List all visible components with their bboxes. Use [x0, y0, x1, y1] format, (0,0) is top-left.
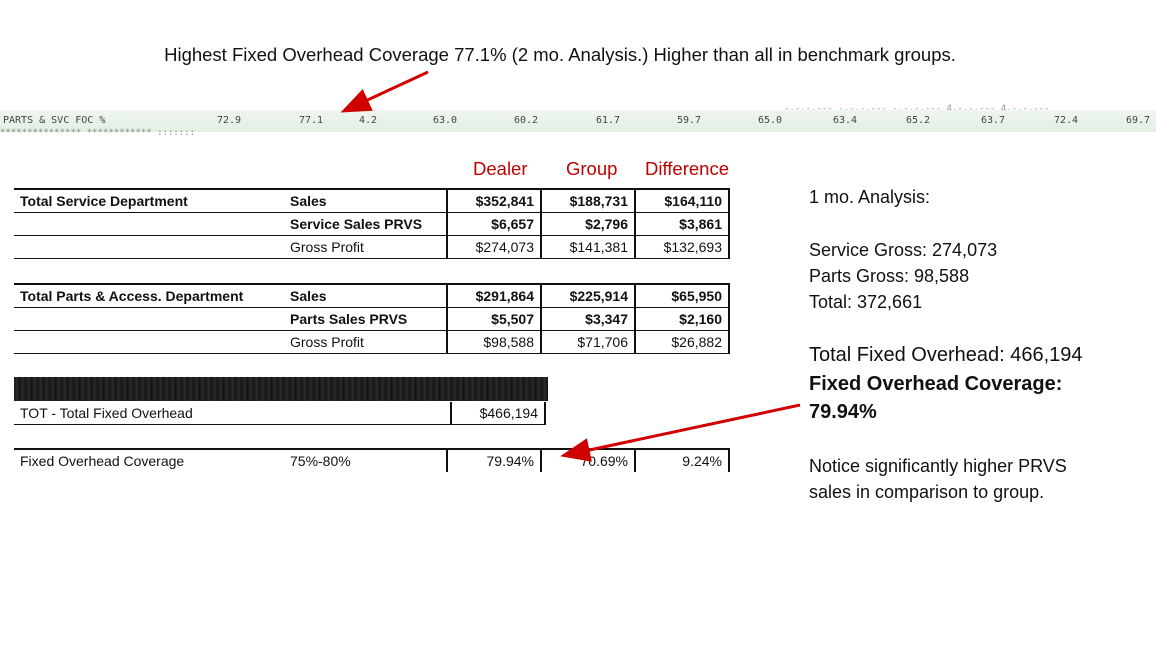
side-notice-line2: sales in comparison to group.	[809, 482, 1045, 502]
group-value: $188,731	[540, 188, 635, 213]
scan-value: 61.7	[596, 115, 621, 126]
scan-value: 60.2	[514, 115, 539, 126]
table-row: Parts Sales PRVS $5,507 $3,347 $2,160	[14, 307, 730, 331]
scan-top-noise: -,-,-,--- -,-,-,--- -,-,-,--- 4,-,-,--- …	[784, 104, 1050, 114]
dealer-value: $98,588	[446, 330, 541, 354]
scan-value: 72.4	[1054, 115, 1079, 126]
row-label: Service Sales PRVS	[284, 212, 447, 236]
row-label: Gross Profit	[284, 235, 447, 259]
row-label: Sales	[284, 188, 447, 213]
arrow-to-scan-value	[340, 70, 429, 113]
coverage-difference-value: 9.24%	[634, 448, 730, 472]
row-label: Sales	[284, 283, 447, 308]
column-difference: Difference	[645, 158, 729, 179]
redacted-bar	[14, 377, 548, 401]
headline: Highest Fixed Overhead Coverage 77.1% (2…	[164, 44, 956, 65]
scan-value: 63.4	[833, 115, 858, 126]
scan-value: 65.0	[758, 115, 783, 126]
coverage-table: Fixed Overhead Coverage 75%-80% 79.94% 7…	[14, 448, 730, 472]
dealer-value: $5,507	[446, 307, 541, 331]
dealer-value: $6,657	[446, 212, 541, 236]
table-row: Fixed Overhead Coverage 75%-80% 79.94% 7…	[14, 448, 730, 472]
group-value: $141,381	[540, 235, 635, 259]
side-coverage-label: Fixed Overhead Coverage:	[809, 373, 1063, 395]
scan-value: 59.7	[677, 115, 702, 126]
overhead-dealer-value: $466,194	[450, 402, 546, 425]
side-service-gross: Service Gross: 274,073	[809, 240, 998, 260]
scan-value: 63.7	[981, 115, 1006, 126]
side-title: 1 mo. Analysis:	[809, 187, 931, 207]
scan-strip: PARTS & SVC FOC % 72.9 77.1 4.2 63.0 60.…	[0, 110, 1156, 132]
scan-value: 72.9	[217, 115, 242, 126]
dealer-value: $352,841	[446, 188, 541, 213]
row-label: Gross Profit	[284, 330, 447, 354]
service-title: Total Service Department	[14, 188, 284, 213]
scan-label: PARTS & SVC FOC %	[3, 115, 106, 126]
overhead-table: TOT - Total Fixed Overhead $466,194	[14, 402, 546, 425]
row-label: Parts Sales PRVS	[284, 307, 447, 331]
difference-value: $2,160	[634, 307, 730, 331]
difference-value: $3,861	[634, 212, 730, 236]
scan-value: 69.7	[1126, 115, 1151, 126]
group-value: $2,796	[540, 212, 635, 236]
table-row: Total Parts & Access. Department Sales $…	[14, 283, 730, 308]
group-value: $225,914	[540, 283, 635, 308]
side-parts-gross: Parts Gross: 98,588	[809, 266, 970, 286]
table-row: Gross Profit $98,588 $71,706 $26,882	[14, 330, 730, 354]
table-row: Service Sales PRVS $6,657 $2,796 $3,861	[14, 212, 730, 236]
difference-value: $164,110	[634, 188, 730, 213]
coverage-dealer-value: 79.94%	[446, 448, 541, 472]
arrow-to-coverage-value	[560, 403, 801, 462]
group-value: $3,347	[540, 307, 635, 331]
column-dealer: Dealer	[473, 158, 528, 179]
service-table: Total Service Department Sales $352,841 …	[14, 188, 730, 259]
parts-title: Total Parts & Access. Department	[14, 283, 284, 308]
side-fixed-overhead: Total Fixed Overhead: 466,194	[809, 344, 1083, 366]
dealer-value: $274,073	[446, 235, 541, 259]
table-row: Total Service Department Sales $352,841 …	[14, 188, 730, 213]
scan-dots: *************** ************ :::::::	[0, 128, 196, 138]
coverage-label: Fixed Overhead Coverage	[14, 448, 284, 472]
table-row: TOT - Total Fixed Overhead $466,194	[14, 402, 546, 425]
side-total: Total: 372,661	[809, 292, 923, 312]
column-group: Group	[566, 158, 618, 179]
difference-value: $132,693	[634, 235, 730, 259]
side-coverage-value: 79.94%	[809, 401, 877, 423]
group-value: $71,706	[540, 330, 635, 354]
scan-value: 4.2	[359, 115, 378, 126]
overhead-label: TOT - Total Fixed Overhead	[14, 402, 451, 425]
scan-value: 63.0	[433, 115, 458, 126]
scan-value-highlight: 77.1	[299, 115, 324, 126]
scan-value: 65.2	[906, 115, 931, 126]
dealer-value: $291,864	[446, 283, 541, 308]
side-notice-line1: Notice significantly higher PRVS	[809, 456, 1067, 476]
table-row: Gross Profit $274,073 $141,381 $132,693	[14, 235, 730, 259]
parts-table: Total Parts & Access. Department Sales $…	[14, 283, 730, 354]
coverage-range: 75%-80%	[284, 448, 447, 472]
difference-value: $26,882	[634, 330, 730, 354]
difference-value: $65,950	[634, 283, 730, 308]
